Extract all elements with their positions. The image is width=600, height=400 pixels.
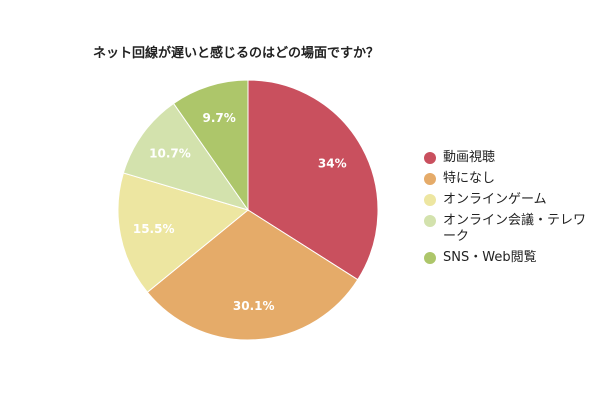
slice-value-label-3: 15.5% xyxy=(133,222,175,236)
slice-value-label-2: 30.1% xyxy=(233,299,275,313)
legend-item-4: オンライン会議・テレワーク xyxy=(424,213,596,245)
legend-swatch-2 xyxy=(424,173,436,185)
chart-legend: 動画視聴特になしオンラインゲームオンライン会議・テレワーク SNS・Web閲覧 xyxy=(424,150,596,271)
legend-item-2: 特になし xyxy=(424,171,596,187)
legend-label-4: オンライン会議・テレワーク xyxy=(443,213,587,244)
pie-slice-1 xyxy=(247,79,379,281)
legend-item-5: SNS・Web閲覧 xyxy=(424,250,596,266)
slice-value-label-5: 9.7% xyxy=(202,111,235,125)
slice-value-label-4: 10.7% xyxy=(149,147,191,161)
slice-value-label-1: 34% xyxy=(318,157,347,171)
chart-title: ネット回線が遅いと感じるのはどの場面ですか？ xyxy=(93,46,380,61)
legend-item-1: 動画視聴 xyxy=(424,150,596,166)
legend-label-3: オンラインゲーム xyxy=(443,192,547,207)
pie-slice-5 xyxy=(172,79,249,212)
pie-slice-2 xyxy=(146,209,359,341)
pie-slice-4 xyxy=(122,102,250,211)
legend-label-5: SNS・Web閲覧 xyxy=(443,250,537,265)
legend-swatch-1 xyxy=(424,152,436,164)
legend-swatch-5 xyxy=(424,252,436,264)
legend-label-1: 動画視聴 xyxy=(443,150,496,165)
legend-swatch-4 xyxy=(424,215,436,227)
legend-label-2: 特になし xyxy=(443,171,496,186)
legend-swatch-3 xyxy=(424,194,436,206)
pie-slice-3 xyxy=(117,172,250,293)
pie-value-labels: 34% 30.1% 15.5% 10.7% 9.7% xyxy=(133,111,347,313)
pie-slices xyxy=(117,79,379,341)
legend-item-3: オンラインゲーム xyxy=(424,192,596,208)
